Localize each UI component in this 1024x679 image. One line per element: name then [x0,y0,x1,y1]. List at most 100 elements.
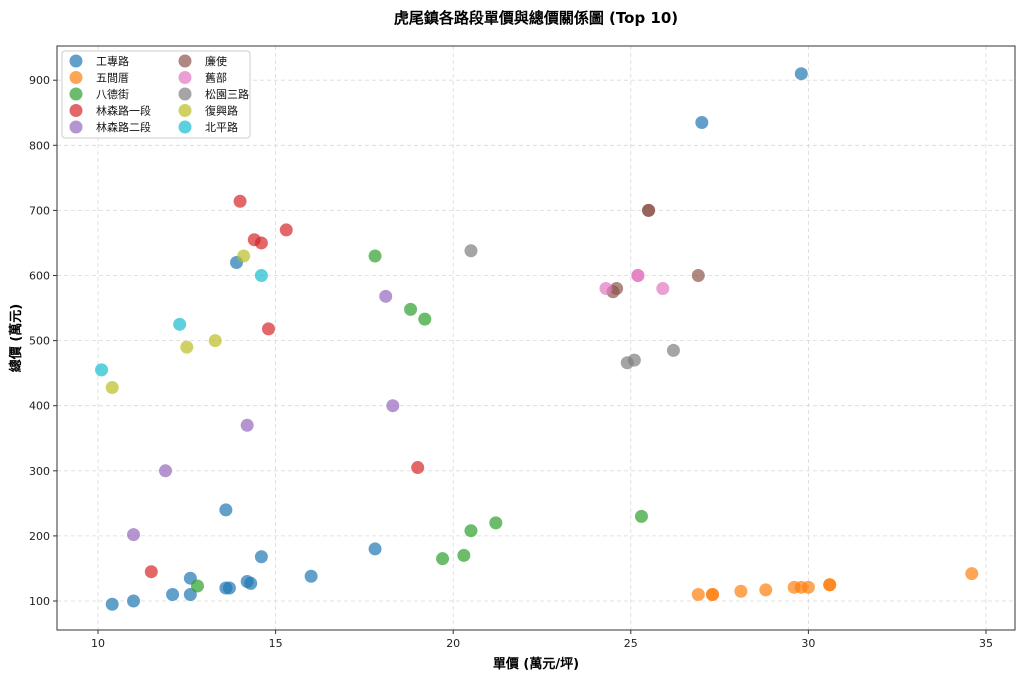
data-point [705,587,719,601]
legend-marker-icon [69,104,83,117]
legend-marker-icon [178,71,192,84]
data-point [691,587,705,601]
data-point [261,322,275,336]
data-point [254,550,268,564]
data-point [244,576,258,590]
chart-title: 虎尾鎮各路段單價與總價關係圖 (Top 10) [394,9,678,27]
legend-marker-icon [69,120,83,134]
data-point [464,524,478,538]
data-point [105,597,119,611]
data-point [404,302,418,316]
legend-label: 復興路 [205,105,238,118]
data-point [127,528,141,542]
data-point [219,503,233,517]
data-points [95,67,979,611]
data-point [627,353,641,367]
data-point [411,461,425,475]
data-point [759,583,773,597]
legend-label: 八德街 [96,87,129,101]
legend-label: 北平路 [205,121,238,134]
x-axis-ticks: 10 15 20 25 30 35 [91,630,993,650]
data-point [173,317,187,331]
data-point [127,594,141,608]
data-point [368,249,382,263]
y-tick-label: 100 [29,595,50,608]
legend-label: 林森路一段 [96,104,151,118]
data-point [233,194,247,208]
y-tick-label: 200 [29,530,50,543]
data-point [240,418,254,432]
data-point [418,312,432,326]
x-tick-label: 20 [446,637,460,650]
legend-label: 林森路二段 [96,120,151,134]
y-tick-label: 300 [29,465,50,478]
legend-marker-icon [69,71,83,84]
x-tick-label: 30 [801,637,815,650]
data-point [237,249,251,263]
data-point [666,343,680,357]
y-tick-label: 700 [29,204,50,217]
y-tick-label: 600 [29,270,50,283]
x-tick-label: 10 [91,637,105,650]
data-point [599,282,613,296]
legend-label: 五間厝 [96,72,129,85]
legend-box [61,50,251,139]
legend-label: 工專路 [96,55,129,68]
data-point [801,580,815,594]
legend-marker-icon [69,54,83,68]
x-tick-label: 25 [624,637,638,650]
data-point [95,363,109,377]
legend-label: 松園三路 [205,87,249,101]
data-point [457,548,471,562]
data-point [610,282,624,296]
data-point [642,203,656,217]
plot-frame [56,45,1016,631]
data-point [208,334,222,348]
data-point [823,578,837,592]
legend-marker-icon [69,87,83,101]
data-point [144,565,158,579]
y-axis-label: 總價 (萬元) [8,304,24,372]
data-point [190,579,204,593]
data-point [691,269,705,282]
data-point [279,223,293,237]
data-point [386,399,400,413]
data-point [222,581,236,595]
grid-lines [57,46,1015,630]
data-point [304,569,318,583]
data-point [489,516,503,530]
y-tick-label: 800 [29,139,50,152]
data-point [436,552,450,566]
data-point [180,340,194,354]
y-axis-ticks: 100 200 300 400 500 600 700 800 900 [29,74,57,608]
x-axis-label: 單價 (萬元/坪) [493,656,579,672]
data-point [965,567,979,581]
legend-marker-icon [178,120,192,134]
data-point [695,116,709,130]
data-point [794,67,808,81]
legend-marker-icon [178,104,192,117]
data-point [166,587,180,601]
data-point [631,269,645,282]
data-point [734,584,748,598]
y-tick-label: 900 [29,74,50,87]
y-tick-label: 500 [29,335,50,348]
data-point [254,236,268,250]
data-point [105,380,119,394]
x-tick-label: 35 [979,637,993,650]
data-point [254,269,268,282]
legend-label: 廉使 [205,54,227,68]
data-point [379,289,393,303]
legend-label: 舊部 [205,71,227,85]
data-point [634,509,648,523]
y-tick-label: 400 [29,400,50,413]
legend-marker-icon [178,87,192,101]
data-point [656,282,670,296]
x-tick-label: 15 [269,637,283,650]
data-point [464,244,478,258]
data-point [158,464,172,478]
data-point [368,542,382,556]
legend-marker-icon [178,54,192,68]
